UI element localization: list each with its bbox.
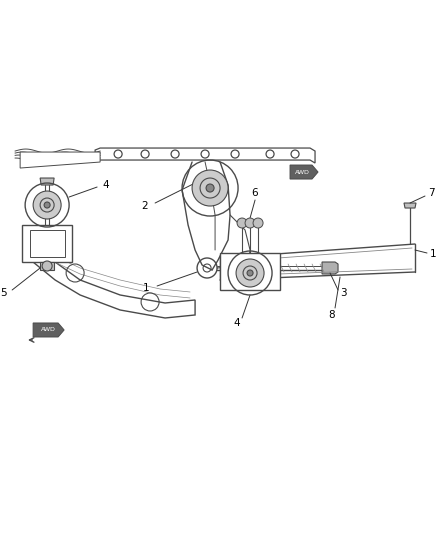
Text: 1: 1 (142, 283, 149, 293)
Text: 8: 8 (329, 310, 336, 320)
Circle shape (206, 184, 214, 192)
Polygon shape (30, 230, 65, 257)
Circle shape (44, 202, 50, 208)
Circle shape (42, 261, 52, 271)
Circle shape (245, 218, 255, 228)
Circle shape (33, 191, 61, 219)
Polygon shape (33, 323, 64, 337)
Polygon shape (40, 178, 54, 185)
Polygon shape (290, 165, 318, 179)
Text: 7: 7 (428, 188, 434, 198)
Text: 3: 3 (340, 288, 346, 298)
Polygon shape (322, 262, 338, 274)
Polygon shape (20, 152, 100, 168)
Polygon shape (220, 253, 280, 290)
Text: 2: 2 (141, 201, 148, 211)
Circle shape (192, 170, 228, 206)
Circle shape (236, 259, 264, 287)
Polygon shape (22, 225, 72, 262)
Polygon shape (404, 203, 416, 208)
Circle shape (237, 218, 247, 228)
Polygon shape (95, 148, 315, 163)
Text: 4: 4 (233, 318, 240, 328)
Polygon shape (40, 262, 54, 270)
Text: 6: 6 (252, 188, 258, 198)
Text: AWD: AWD (295, 169, 310, 174)
Polygon shape (28, 240, 195, 318)
Text: 4: 4 (102, 180, 109, 190)
Circle shape (247, 270, 253, 276)
Circle shape (253, 218, 263, 228)
Text: 5: 5 (0, 288, 7, 298)
Text: AWD: AWD (41, 327, 56, 333)
Text: 1: 1 (430, 249, 437, 259)
